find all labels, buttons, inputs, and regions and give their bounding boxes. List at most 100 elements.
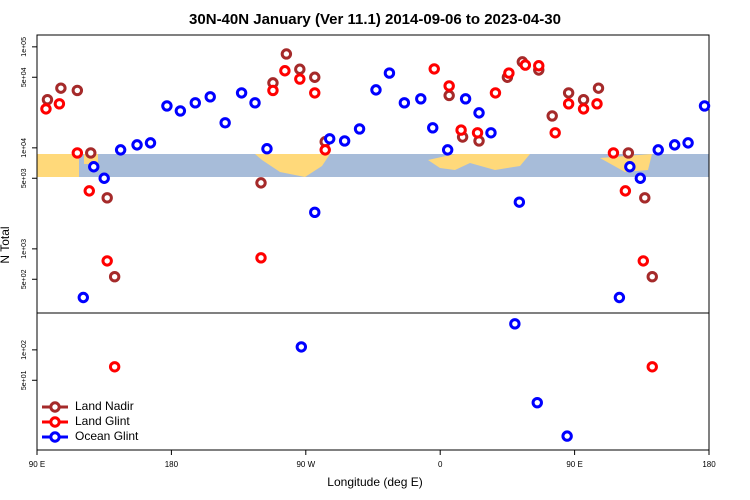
point xyxy=(646,271,658,283)
point xyxy=(189,97,201,109)
y-tick-label: 5e+02 xyxy=(21,269,28,289)
point xyxy=(353,123,366,135)
point xyxy=(174,105,187,117)
legend-marker xyxy=(49,431,61,443)
point xyxy=(88,161,100,173)
point xyxy=(280,48,293,60)
point xyxy=(295,341,308,353)
point xyxy=(309,71,321,83)
point xyxy=(249,97,261,109)
point xyxy=(533,60,545,72)
y-tick-label: 1e+02 xyxy=(21,340,28,360)
x-tick-label: 0 xyxy=(438,460,443,469)
point xyxy=(607,147,620,159)
point xyxy=(652,144,664,156)
y-tick-label: 5e+03 xyxy=(21,168,28,188)
point xyxy=(53,98,66,110)
point xyxy=(294,63,306,75)
point xyxy=(370,84,382,96)
point xyxy=(698,100,711,112)
point xyxy=(319,144,331,156)
point xyxy=(255,177,267,189)
point xyxy=(428,63,440,75)
point xyxy=(77,291,89,304)
point xyxy=(646,361,658,373)
x-tick-label: 90 E xyxy=(566,460,582,469)
point xyxy=(323,133,336,145)
x-tick-label: 90 W xyxy=(296,460,315,469)
map-strip xyxy=(37,154,709,177)
point xyxy=(235,87,248,99)
point xyxy=(108,271,121,283)
y-tick-label: 1e+05 xyxy=(21,37,28,57)
point xyxy=(443,80,455,92)
point xyxy=(489,87,502,99)
chart-title: 30N-40N January (Ver 11.1) 2014-09-06 to… xyxy=(189,11,561,28)
y-tick-label: 5e+01 xyxy=(21,370,28,390)
point xyxy=(562,87,575,99)
point xyxy=(204,91,216,103)
point xyxy=(622,147,635,159)
legend-label: Land Glint xyxy=(75,414,130,428)
point xyxy=(546,110,558,122)
point xyxy=(471,127,484,139)
legend-marker xyxy=(49,401,61,413)
point xyxy=(682,137,694,149)
point xyxy=(415,93,427,105)
point xyxy=(267,84,279,97)
point xyxy=(485,127,497,139)
point xyxy=(41,93,54,106)
point xyxy=(562,98,575,110)
point xyxy=(71,84,84,97)
point xyxy=(503,67,515,79)
point xyxy=(294,73,306,85)
point xyxy=(219,117,231,129)
x-axis-label: Longitude (deg E) xyxy=(327,475,422,489)
point xyxy=(279,65,291,77)
x-tick-label: 180 xyxy=(165,460,179,469)
legend-label: Ocean Glint xyxy=(75,429,139,443)
y-axis-label: N Total xyxy=(0,226,12,263)
x-tick-label: 90 E xyxy=(29,460,45,469)
point xyxy=(144,137,157,149)
lower-panel xyxy=(36,312,710,451)
point xyxy=(639,192,651,204)
point xyxy=(114,144,127,156)
point xyxy=(40,103,52,115)
point xyxy=(624,161,636,173)
y-tick-label: 1e+03 xyxy=(21,239,28,259)
x-tick-label: 180 xyxy=(702,460,716,469)
point xyxy=(427,122,439,134)
point xyxy=(108,361,121,373)
point xyxy=(441,144,454,156)
point xyxy=(519,59,532,71)
point xyxy=(161,100,173,112)
point xyxy=(513,196,526,208)
point xyxy=(309,87,321,99)
point xyxy=(577,103,590,115)
point xyxy=(473,107,485,119)
point xyxy=(549,127,561,139)
point xyxy=(383,67,396,79)
point xyxy=(309,206,321,219)
point xyxy=(98,172,110,184)
point xyxy=(619,185,632,197)
point xyxy=(591,98,603,110)
point xyxy=(531,396,543,409)
legend-label: Land Nadir xyxy=(75,399,134,413)
point xyxy=(634,172,647,184)
point xyxy=(261,143,273,155)
point xyxy=(101,255,113,267)
point xyxy=(592,82,605,94)
point xyxy=(577,93,590,106)
point xyxy=(455,124,467,136)
y-tick-label: 5e+04 xyxy=(21,67,28,87)
point xyxy=(459,93,472,105)
point xyxy=(131,139,143,151)
point xyxy=(55,82,67,94)
point xyxy=(101,192,113,204)
point xyxy=(71,147,84,159)
point xyxy=(668,139,681,151)
point xyxy=(338,135,351,147)
